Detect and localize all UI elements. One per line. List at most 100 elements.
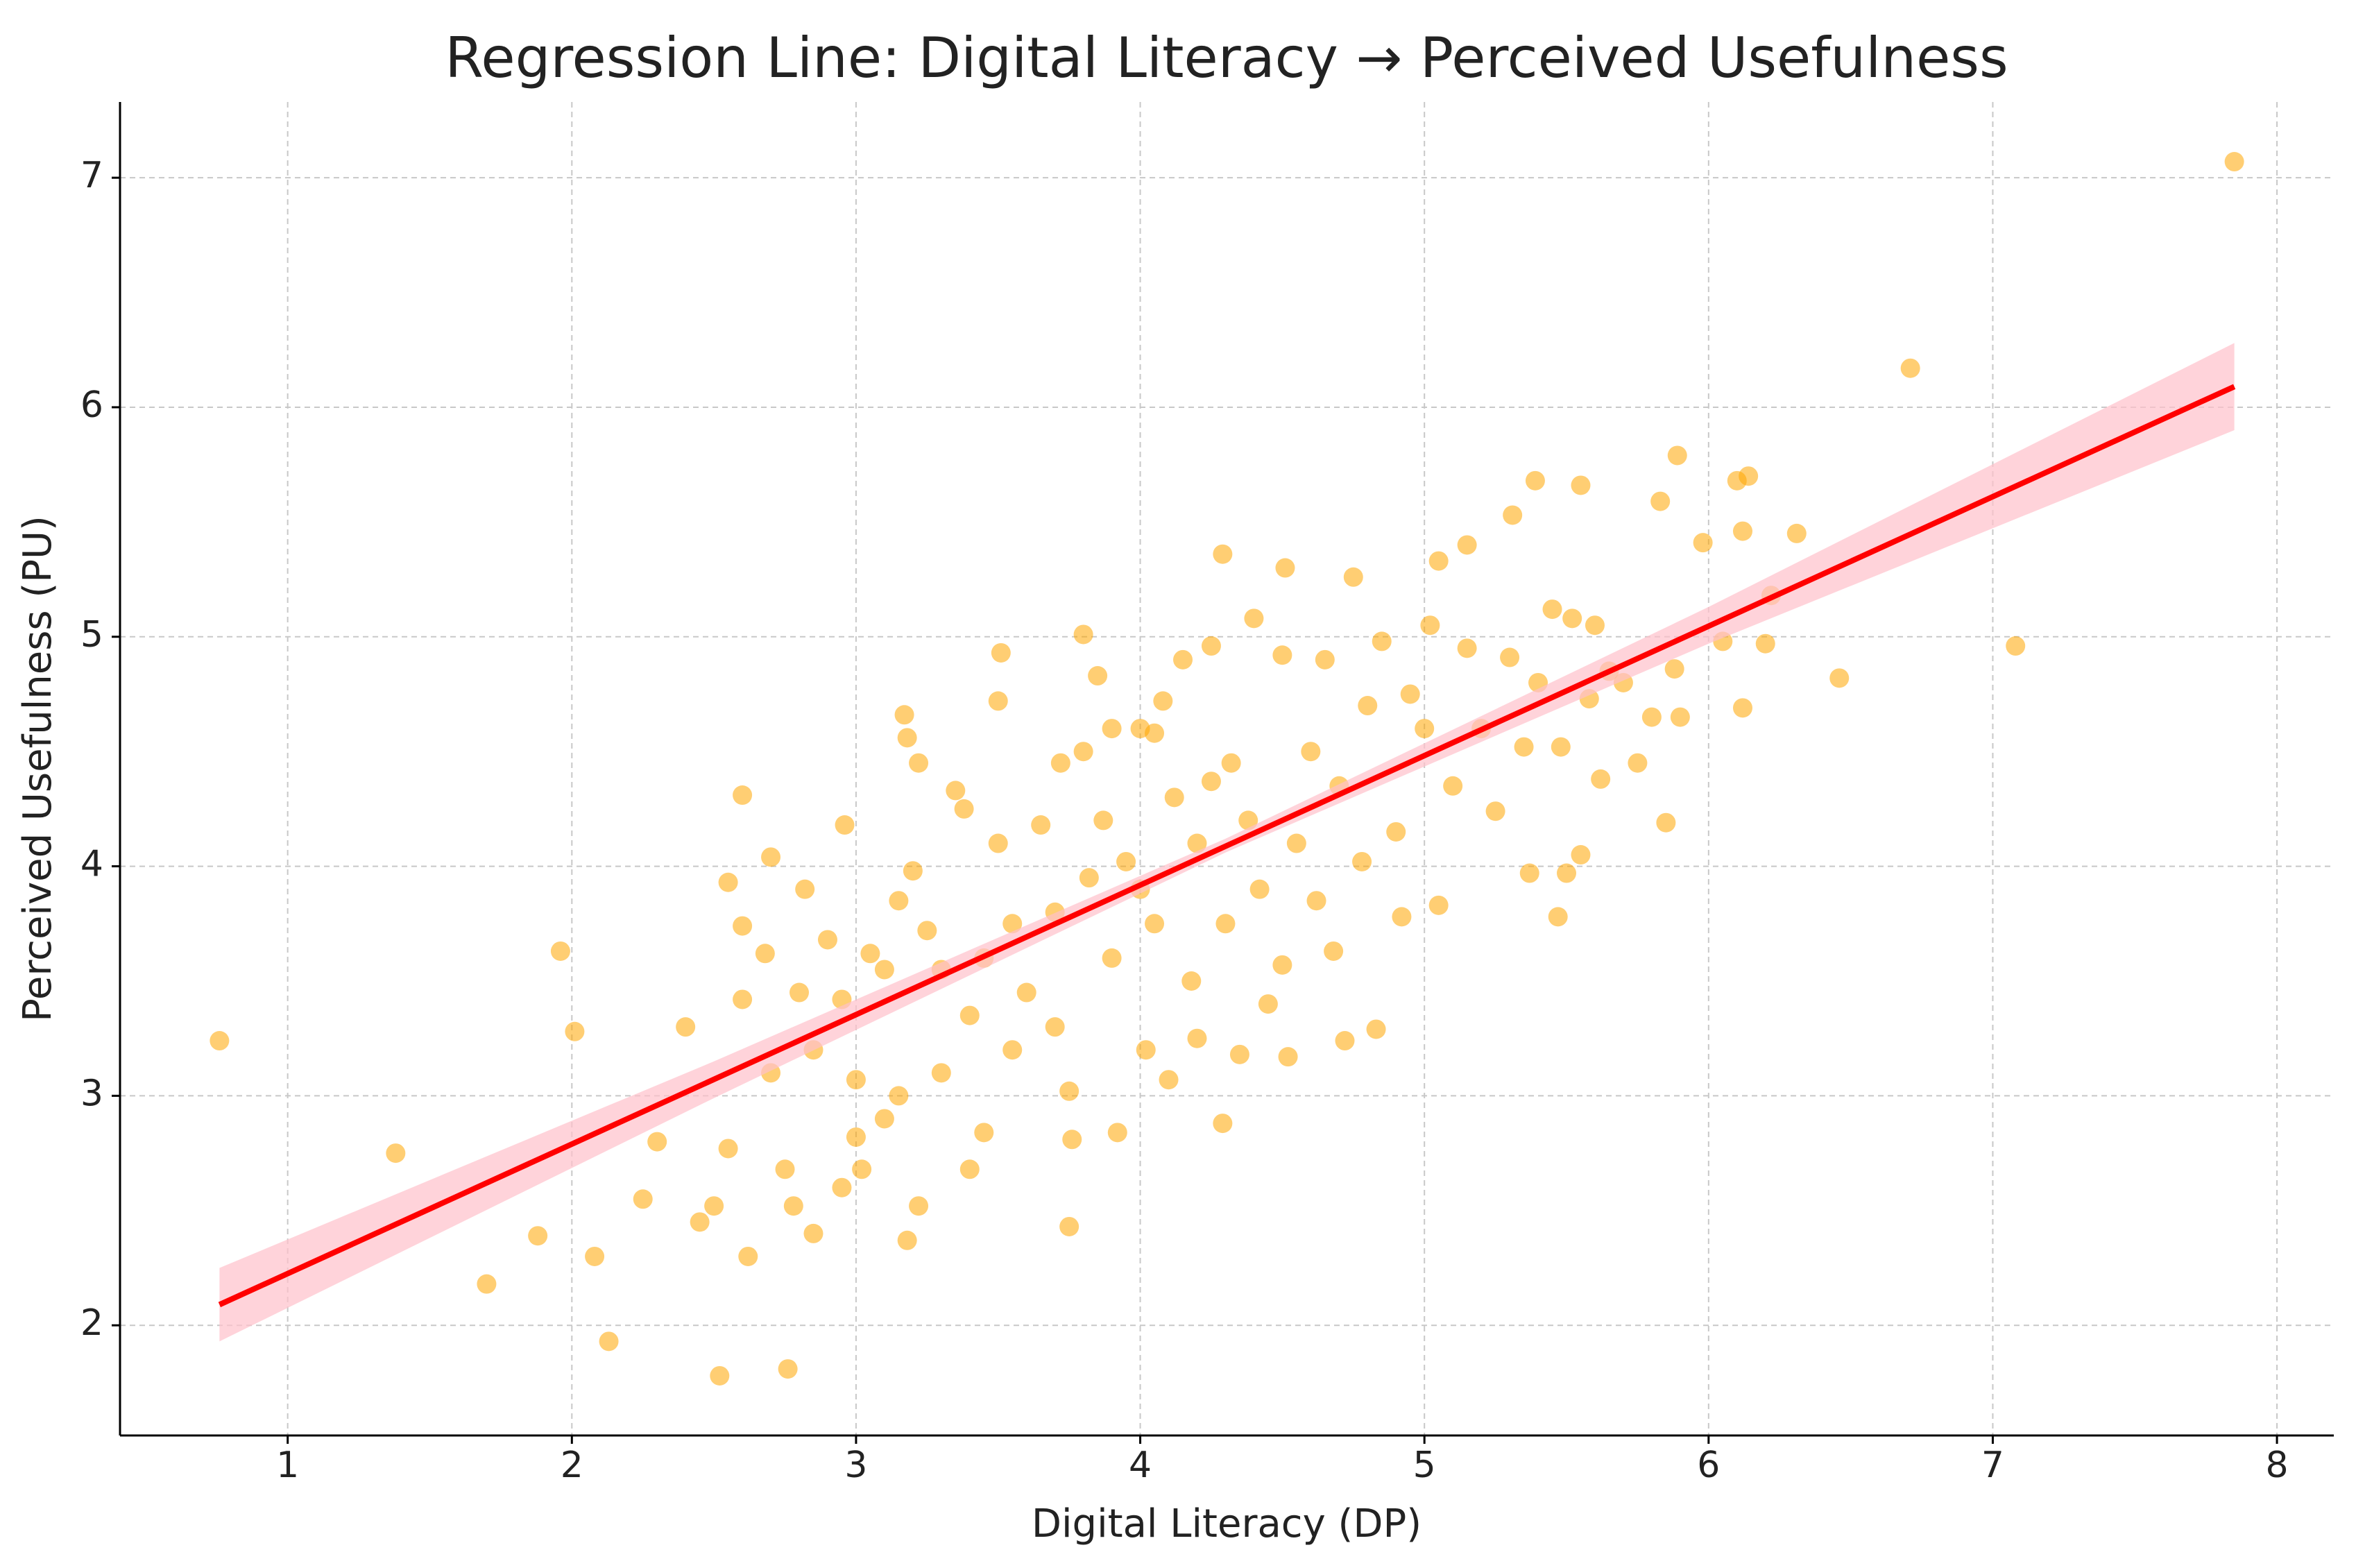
scatter-point [1519,863,1539,883]
scatter-point [1485,801,1505,821]
scatter-point [1650,491,1671,511]
scatter-point [931,1063,951,1083]
scatter-point [1557,863,1577,883]
x-tick-label: 3 [844,1445,867,1486]
x-tick-label: 1 [276,1445,299,1486]
scatter-point [676,1017,696,1037]
scatter-point [860,944,880,964]
scatter-point [1514,737,1534,757]
scatter-point [1900,358,1920,378]
scatter-point [1571,475,1591,495]
scatter-point [718,872,738,892]
scatter-point [1457,535,1477,555]
scatter-point [528,1226,548,1246]
scatter-point [1136,1040,1156,1060]
scatter-point [852,1159,872,1179]
scatter-point [1201,636,1221,656]
confidence-band [219,343,2235,1342]
scatter-point [477,1274,497,1294]
scatter-point [897,728,917,748]
scatter-point [633,1189,653,1209]
y-tick-label: 5 [80,614,103,656]
scatter-point [903,861,923,881]
scatter-point [1079,868,1099,888]
scatter-point [2224,152,2244,172]
scatter-point [647,1132,667,1152]
scatter-point [1525,470,1545,491]
scatter-point [988,833,1008,853]
scatter-point [1278,1047,1298,1067]
scatter-point [1073,624,1093,645]
scatter-point [974,1123,994,1143]
scatter-point [1628,753,1648,773]
scatter-point [1571,845,1591,865]
scatter-point [889,1086,909,1106]
scatter-point [832,1177,852,1198]
scatter-point [909,753,929,773]
scatter-point [1116,851,1136,871]
scatter-point [874,1109,894,1129]
x-axis-label: Digital Literacy (DP) [1032,1501,1422,1546]
scatter-point [1059,1216,1079,1236]
scatter-point [1829,668,1850,688]
y-tick-label: 4 [80,844,103,885]
scatter-point [1591,769,1611,789]
scatter-point [1286,833,1306,853]
scatter-point [1275,558,1295,578]
scatter-point [1664,659,1684,679]
scatter-point [817,930,837,950]
scatter-point [1088,666,1108,686]
scatter-point [1400,684,1420,704]
scatter-point [1102,719,1122,739]
scatter-point [755,944,775,964]
scatter-point [710,1365,730,1386]
scatter-point [1016,982,1036,1003]
scatter-point [1062,1130,1082,1150]
scatter-point [1755,633,1775,654]
scatter-point [778,1359,798,1379]
y-axis-label: Perceived Usefulness (PU) [15,515,60,1022]
scatter-point [1443,776,1463,796]
regression-line [218,384,2236,1308]
scatter-point [1059,1081,1079,1101]
scatter-point [1050,753,1070,773]
x-tick-label: 2 [561,1445,583,1486]
scatter-point [1201,772,1221,792]
scatter-point [1213,544,1233,564]
scatter-point [1386,821,1406,842]
scatter-point [783,1196,803,1216]
scatter-point [1693,533,1713,553]
scatter-point [738,1246,758,1266]
scatter-point [1392,907,1412,927]
scatter-point [1670,707,1690,727]
scatter-point [1335,1031,1355,1051]
scatter-point [1073,742,1093,762]
scatter-point [1272,955,1292,975]
scatter-point [954,799,974,819]
scatter-point [690,1212,710,1232]
scatter-point [988,691,1008,711]
scatter-point [1415,719,1435,739]
scatter-point [1542,599,1562,620]
x-tick-label: 8 [2266,1445,2289,1486]
scatter-point [946,781,966,801]
scatter-point [1366,1019,1386,1039]
scatter-point [889,891,909,911]
scatter-point [1786,523,1807,543]
scatter-point [1343,567,1363,587]
y-tick-label: 3 [80,1073,103,1114]
scatter-point [1306,891,1326,911]
scatter-point [1145,723,1165,743]
scatter-point [1238,810,1258,830]
scatter-point [874,960,894,980]
scatter-point [1145,914,1165,934]
scatter-point [1667,445,1687,466]
scatter-point [803,1223,823,1243]
scatter-point [1002,1040,1023,1060]
scatter-point [959,1005,980,1025]
scatter-point [775,1159,795,1179]
scatter-point [959,1159,980,1179]
x-tick-label: 7 [1981,1445,2004,1486]
scatter-point [565,1021,585,1041]
scatter-point [1727,470,1747,491]
